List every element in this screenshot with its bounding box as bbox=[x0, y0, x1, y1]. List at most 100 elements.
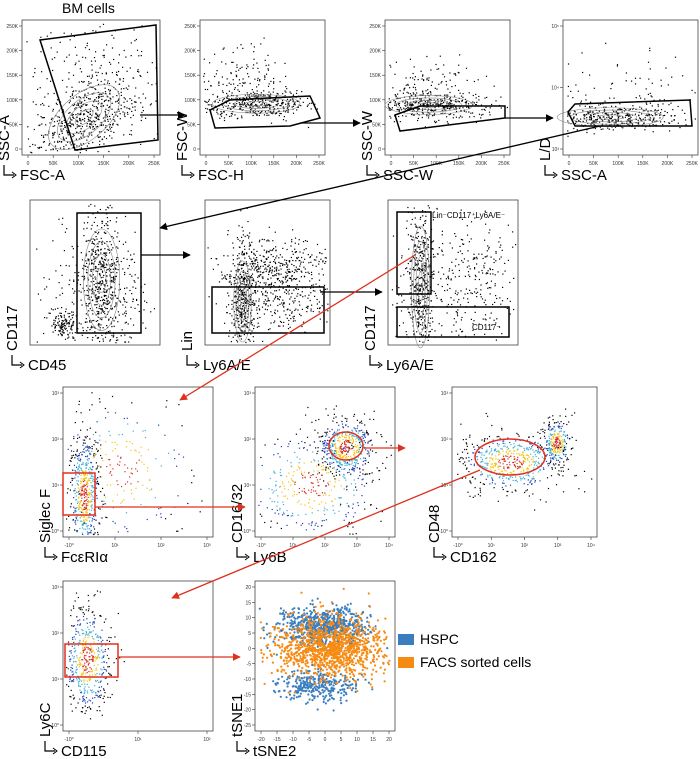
x-tick-label: 20 bbox=[386, 737, 392, 743]
y-tick-label: 150K bbox=[369, 73, 381, 79]
x-tick-label: 10³ bbox=[554, 543, 562, 549]
x-tick-label: 100K bbox=[245, 161, 257, 167]
plot-frame bbox=[29, 199, 161, 346]
x-tick-label: 10² bbox=[521, 543, 529, 549]
x-tick-label: 150K bbox=[98, 161, 110, 167]
x-tick-label: 10² bbox=[157, 543, 165, 549]
x-tick-label: 0 bbox=[27, 161, 30, 167]
y-tick-label: 200K bbox=[369, 49, 381, 55]
gate-p8 bbox=[62, 472, 96, 516]
x-axis-label: Ly6A/E bbox=[386, 357, 434, 374]
panel-p10: -10⁰ 10¹ 10² 10³ 10⁴ -10⁰ 10¹ 10² 10³ CD162 CD48 bbox=[426, 386, 598, 566]
event-dots bbox=[26, 23, 158, 154]
gate-p7-upper bbox=[396, 211, 432, 295]
x-axis-label: FSC-A bbox=[20, 167, 65, 184]
gate-label-lin-neg-cd117-pos: Lin⁻CD117⁺Ly6A/E⁻ bbox=[432, 211, 505, 220]
x-tick-label: 50K bbox=[409, 161, 419, 167]
y-tick-label: 50K bbox=[372, 122, 382, 128]
x-tick-label: 200K bbox=[291, 161, 303, 167]
axis-indicator: FSC-A SSC-A bbox=[0, 115, 65, 184]
gate-p9 bbox=[328, 431, 364, 461]
x-tick-label: 200K bbox=[476, 161, 488, 167]
y-axis-label: tSNE1 bbox=[229, 694, 246, 737]
x-tick-label: -15 bbox=[273, 737, 280, 743]
arrow-p10-p11 bbox=[171, 469, 481, 599]
y-tick-label: -10⁰ bbox=[50, 723, 59, 729]
x-axis-label: FcεRIα bbox=[61, 549, 108, 566]
y-tick-label: 0 bbox=[378, 147, 381, 153]
y-tick-label: 15 bbox=[245, 600, 251, 606]
y-tick-label: 10 bbox=[245, 616, 251, 622]
plot-frame bbox=[562, 19, 699, 156]
y-tick-label: 100K bbox=[369, 98, 381, 104]
plot-frame bbox=[62, 386, 214, 538]
event-dots bbox=[207, 207, 329, 344]
y-tick-label: 10¹ bbox=[441, 483, 449, 489]
plot-frame bbox=[199, 19, 326, 156]
y-tick-label: 10³ bbox=[52, 391, 60, 397]
arrow-p4-p5 bbox=[159, 125, 601, 231]
x-axis-label: tSNE2 bbox=[253, 743, 296, 759]
x-tick-label: 0 bbox=[568, 161, 571, 167]
panel-p4: 0 50K 100K 150K 200K 250K 10³ 10⁴ 10⁵ SSC-A L/D bbox=[537, 19, 699, 184]
x-tick-label: 100K bbox=[73, 161, 85, 167]
y-axis-label: L/D bbox=[537, 137, 554, 161]
y-tick-label: 10¹ bbox=[52, 483, 60, 489]
y-tick-label: 0 bbox=[15, 147, 18, 153]
axis-indicator: tSNE2 tSNE1 bbox=[229, 694, 296, 759]
x-tick-label: 10³ bbox=[353, 543, 361, 549]
y-tick-label: 10² bbox=[244, 437, 252, 443]
tsne-points bbox=[258, 587, 391, 712]
y-tick-label: 200K bbox=[184, 49, 196, 55]
arrow-p7-p8 bbox=[179, 254, 416, 401]
y-tick-label: 10³ bbox=[244, 391, 252, 397]
x-tick-label: -10⁰ bbox=[64, 737, 73, 743]
panels-layer: 0 50K 100K 150K 200K 250K 0 50K 100K 150K 200K 250K… bbox=[0, 19, 699, 759]
gate-p11 bbox=[64, 643, 119, 678]
x-tick-label: -10⁰ bbox=[64, 543, 73, 549]
x-tick-label: 5 bbox=[340, 737, 343, 743]
plot-frame bbox=[384, 19, 511, 156]
gate-p1 bbox=[39, 24, 159, 151]
x-tick-label: -10 bbox=[289, 737, 296, 743]
axis-indicator: Ly6A/E CD117 bbox=[362, 305, 434, 374]
y-axis-label: CD117 bbox=[362, 305, 379, 351]
y-tick-label: 100K bbox=[184, 98, 196, 104]
x-axis-label: Ly6A/E bbox=[203, 357, 251, 374]
x-tick-label: 150K bbox=[637, 161, 649, 167]
x-tick-label: 10⁴ bbox=[385, 543, 393, 549]
y-tick-label: 50K bbox=[9, 122, 19, 128]
y-tick-label: 10¹ bbox=[52, 677, 60, 683]
x-axis-label: CD45 bbox=[28, 357, 66, 374]
x-tick-label: 15 bbox=[370, 737, 376, 743]
x-tick-label: -20 bbox=[257, 737, 264, 743]
legend-swatch-hspc bbox=[398, 634, 414, 645]
panel-p12: -20 -15 -10 -5 0 5 10 15 20 -25 -20 -15 -10 -5 0 5 10 15 2… bbox=[229, 580, 396, 759]
y-tick-label: -10 bbox=[244, 677, 251, 683]
panel-p8: -10⁰ 10¹ 10² 10³ -10⁰ 10¹ 10² 10³ FcεRIα Siglec F bbox=[37, 386, 214, 566]
y-tick-label: 10³ bbox=[52, 585, 60, 591]
x-tick-label: 250K bbox=[498, 161, 510, 167]
y-tick-label: 10¹ bbox=[244, 483, 252, 489]
y-tick-label: -25 bbox=[244, 723, 251, 729]
panel-p3: 0 50K 100K 150K 200K 250K050K100K150K200K250K… bbox=[359, 19, 511, 184]
y-tick-label: -10⁰ bbox=[50, 529, 59, 535]
arrows-layer bbox=[95, 111, 601, 661]
axis-indicator: CD162 CD48 bbox=[426, 505, 497, 566]
y-tick-label: 10³ bbox=[441, 391, 449, 397]
y-axis-label: SSC-W bbox=[359, 110, 376, 161]
y-tick-label: 10² bbox=[441, 437, 449, 443]
gate-p3 bbox=[394, 105, 506, 132]
x-tick-label: 0 bbox=[205, 161, 208, 167]
x-tick-label: 0 bbox=[390, 161, 393, 167]
y-axis-label: CD16/32 bbox=[229, 484, 246, 543]
x-tick-label: 200K bbox=[123, 161, 135, 167]
gate-p4 bbox=[567, 99, 693, 127]
x-tick-label: 10¹ bbox=[488, 543, 496, 549]
gate-p10 bbox=[474, 438, 546, 476]
axis-indicator: CD115 Ly6C bbox=[37, 702, 107, 759]
y-tick-label: -10⁰ bbox=[439, 529, 448, 535]
y-tick-label: 150K bbox=[184, 73, 196, 79]
y-axis-label: Lin bbox=[179, 331, 196, 351]
